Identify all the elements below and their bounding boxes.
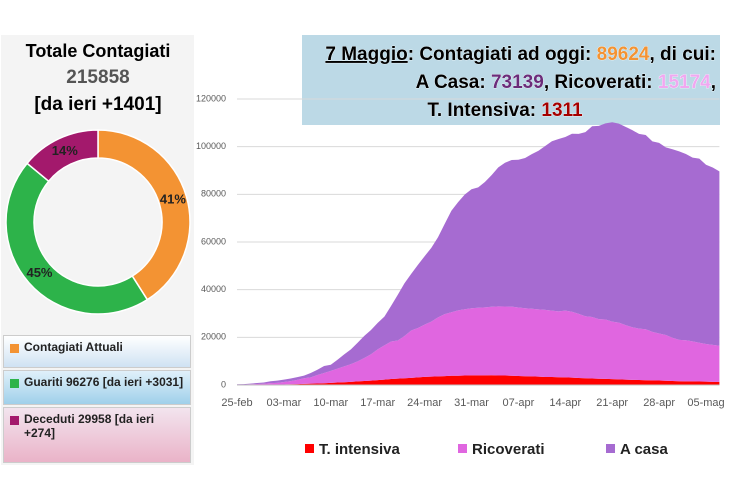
pie-slice — [26, 129, 99, 183]
pie-subtitle: [da ieri +1401] — [34, 94, 161, 115]
banner — [302, 35, 720, 125]
legend-swatch — [10, 416, 19, 425]
banner-line: 7 Maggio: Contagiati ad oggi: 89624, di … — [325, 44, 716, 65]
value-label: 14% — [52, 143, 78, 158]
pie-title: Totale Contagiati — [26, 41, 171, 61]
banner-line: T. Intensiva: 1311 — [427, 100, 583, 121]
banner-text: 7 Maggio — [325, 44, 407, 65]
banner-text: 73139 — [491, 72, 544, 93]
legend-label: Contagiati Attuali — [24, 340, 123, 354]
x-tick-label: 05-mag — [687, 397, 724, 409]
x-tick-label: 25-feb — [221, 397, 252, 409]
legend-item: Deceduti 29958 [da ieri +274] — [3, 407, 191, 463]
legend-label: Ricoverati — [472, 441, 545, 458]
area — [237, 122, 720, 385]
legend-label: T. intensiva — [319, 441, 401, 458]
area — [237, 306, 720, 385]
banner-text: , Ricoverati: — [544, 72, 658, 93]
banner-line: A Casa: 73139, Ricoverati: 15174, — [416, 72, 716, 93]
x-tick-label: 03-mar — [266, 397, 301, 409]
legend-label: A casa — [620, 441, 668, 458]
banner-text: , di cui: — [650, 44, 717, 65]
y-tick-label: 80000 — [201, 189, 226, 199]
banner-text: : Contagiati ad oggi: — [408, 44, 597, 65]
value-label: 45% — [26, 265, 52, 280]
x-tick-label: 28-apr — [643, 397, 675, 409]
area — [237, 375, 720, 385]
banner-text: , — [711, 72, 716, 93]
legend-swatch — [305, 444, 314, 453]
legend-item: Guariti 96276 [da ieri +3031] — [3, 370, 191, 405]
pie-slice — [97, 129, 191, 301]
banner-text: A Casa: — [416, 72, 491, 93]
y-tick-label: 60000 — [201, 236, 226, 246]
pie-subtitle: 215858 — [66, 67, 129, 88]
x-tick-label: 14-apr — [549, 397, 581, 409]
x-tick-label: 31-mar — [454, 397, 489, 409]
legend-swatch — [10, 344, 19, 353]
legend-label: Deceduti 29958 [da ieri +274] — [24, 412, 155, 440]
banner-text: 1311 — [541, 100, 583, 121]
value-label: 41% — [160, 192, 186, 207]
x-tick-label: 17-mar — [360, 397, 395, 409]
y-tick-label: 40000 — [201, 284, 226, 294]
legend-swatch — [458, 444, 467, 453]
x-tick-label: 07-apr — [503, 397, 535, 409]
y-tick-label: 0 — [221, 379, 226, 389]
legend-swatch — [606, 444, 615, 453]
y-tick-label: 100000 — [196, 141, 226, 151]
legend-label: Guariti 96276 [da ieri +3031] — [24, 375, 184, 389]
legend-item: Contagiati Attuali — [3, 335, 191, 368]
banner-text: 89624 — [597, 44, 650, 65]
banner-text: 15174 — [658, 72, 711, 93]
legend-swatch — [10, 379, 19, 388]
y-tick-label: 120000 — [196, 93, 226, 103]
banner-text: T. Intensiva: — [427, 100, 541, 121]
pie-slice — [5, 162, 149, 315]
x-tick-label: 24-mar — [407, 397, 442, 409]
x-tick-label: 10-mar — [313, 397, 348, 409]
y-tick-label: 20000 — [201, 332, 226, 342]
x-tick-label: 21-apr — [596, 397, 628, 409]
